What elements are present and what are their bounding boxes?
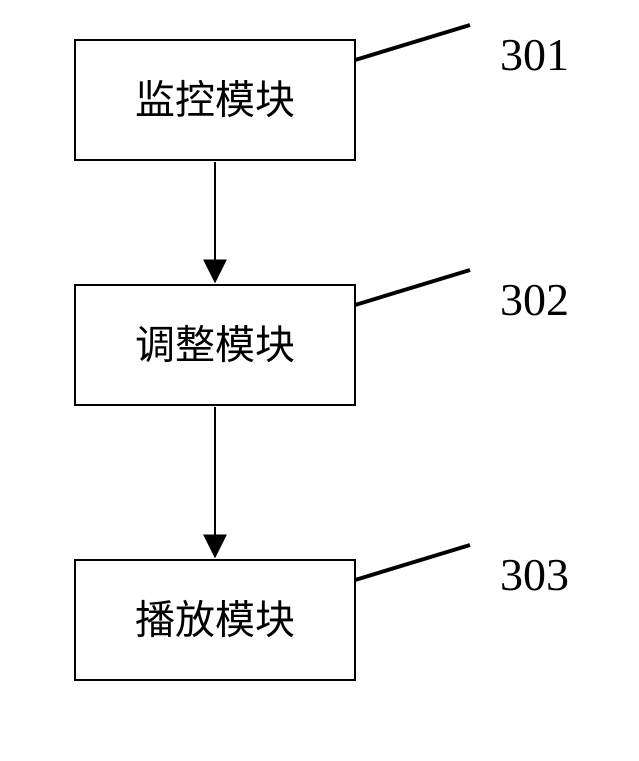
flow-node-label: 监控模块: [135, 78, 295, 123]
flow-node-ref: 301: [500, 29, 569, 80]
flow-node-ref: 302: [500, 274, 569, 325]
flow-node-ref: 303: [500, 549, 569, 600]
flow-node-label: 播放模块: [135, 598, 295, 643]
flow-node-label: 调整模块: [135, 323, 295, 368]
